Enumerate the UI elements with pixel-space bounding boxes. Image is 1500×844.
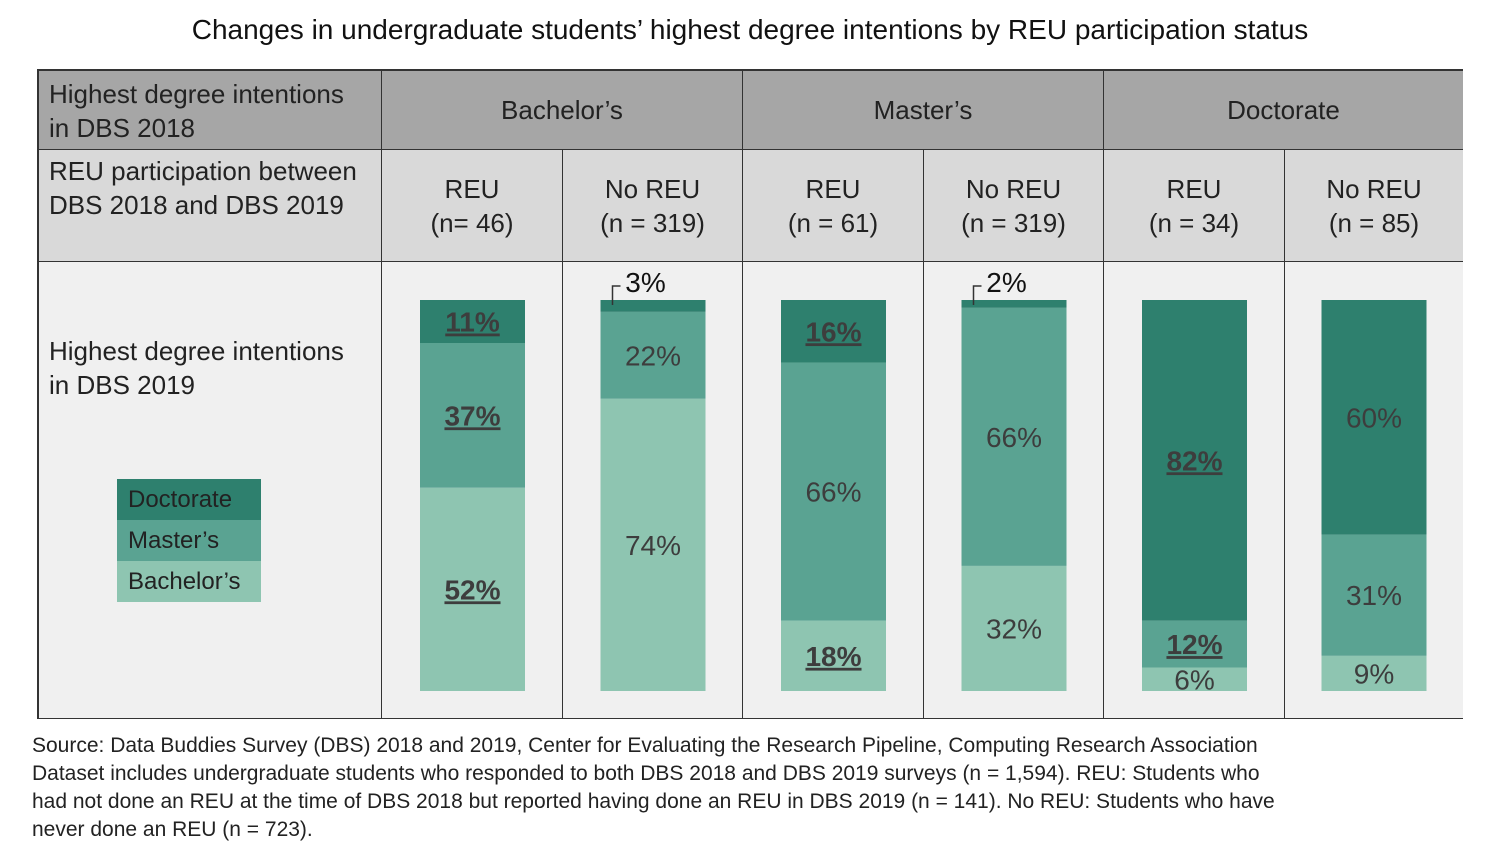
- legend: Doctorate Master’s Bachelor’s: [117, 479, 261, 602]
- data-label: 74%: [625, 530, 681, 561]
- row3-label: Highest degree intentions in DBS 2019 Do…: [39, 262, 382, 719]
- data-label: 9%: [1354, 658, 1394, 689]
- subheader-1: No REU (n = 319): [563, 150, 743, 262]
- data-label: 60%: [1346, 402, 1402, 433]
- data-label: 16%: [805, 316, 861, 347]
- group-header-bachelors: Bachelor’s: [382, 71, 743, 150]
- bar-segment-bachelors: [420, 487, 525, 691]
- data-label: 66%: [805, 477, 861, 508]
- data-label: 66%: [986, 422, 1042, 453]
- data-label: 32%: [986, 613, 1042, 644]
- source-line: had not done an REU at the time of DBS 2…: [32, 790, 1275, 813]
- subheader-2: REU (n = 61): [743, 150, 924, 262]
- subheader-n: (n = 34): [1148, 207, 1240, 238]
- subheader-4: REU (n = 34): [1104, 150, 1285, 262]
- bar-segment-bachelors: [1321, 655, 1427, 691]
- data-label: 37%: [444, 400, 500, 431]
- legend-masters: Master’s: [117, 520, 261, 561]
- data-label: 2%: [986, 267, 1026, 298]
- bar-segment-doctorate: [600, 300, 706, 312]
- group-header-doctorate: Doctorate: [1104, 71, 1463, 150]
- bar-segment-masters: [781, 362, 886, 621]
- source-line: Source: Data Buddies Survey (DBS) 2018 a…: [32, 734, 1258, 757]
- source-line: never done an REU (n = 723).: [32, 818, 313, 841]
- callout-line: [972, 285, 982, 305]
- subheader-label: No REU: [604, 173, 701, 204]
- chart-title: Changes in undergraduate students’ highe…: [191, 14, 1309, 45]
- subheader-0: REU (n= 46): [382, 150, 563, 262]
- bar-segment-bachelors: [961, 565, 1067, 691]
- row3-label-text: Highest degree intentions in DBS 2019: [49, 336, 344, 400]
- subheader-label: REU: [805, 173, 861, 204]
- legend-bachelors: Bachelor’s: [117, 561, 261, 602]
- bar-segment-bachelors: [600, 398, 706, 691]
- data-label: 12%: [1166, 629, 1222, 660]
- bar-segment-bachelors: [1142, 667, 1247, 691]
- group-header-masters: Master’s: [743, 71, 1104, 150]
- data-label: 82%: [1166, 445, 1222, 476]
- subheader-5: No REU (n = 85): [1285, 150, 1463, 262]
- bar-segment-bachelors: [781, 620, 886, 691]
- subheader-n: (n = 85): [1328, 207, 1420, 238]
- subheader-n: (n = 61): [787, 207, 879, 238]
- data-label: 31%: [1346, 580, 1402, 611]
- bar-segment-masters: [961, 307, 1067, 566]
- row2-label: REU participation between DBS 2018 and D…: [39, 150, 382, 262]
- subheader-label: REU: [444, 173, 500, 204]
- data-label: 22%: [625, 340, 681, 371]
- bar-segment-masters: [1321, 534, 1427, 656]
- subheader-label: No REU: [965, 173, 1062, 204]
- subheader-n: (n = 319): [600, 207, 705, 238]
- subheader-3: No REU (n = 319): [924, 150, 1104, 262]
- data-label: 3%: [625, 267, 665, 298]
- subheader-n: (n = 319): [961, 207, 1066, 238]
- callout-line: [611, 285, 621, 305]
- source-note: Source: Data Buddies Survey (DBS) 2018 a…: [32, 732, 1472, 844]
- bar-segment-doctorate: [420, 300, 525, 344]
- bar-segment-doctorate: [961, 300, 1067, 308]
- subheader-label: REU: [1166, 173, 1222, 204]
- bar-segment-masters: [600, 311, 706, 399]
- data-label: 52%: [444, 574, 500, 605]
- subheader-n: (n= 46): [430, 207, 514, 238]
- data-label: 11%: [445, 307, 500, 338]
- row1-label: Highest degree intentions in DBS 2018: [39, 71, 382, 150]
- subheader-label: No REU: [1326, 173, 1422, 204]
- bar-segment-masters: [420, 343, 525, 488]
- data-label: 6%: [1174, 664, 1214, 695]
- source-line: Dataset includes undergraduate students …: [32, 762, 1260, 785]
- bar-segment-doctorate: [1321, 300, 1427, 535]
- bar-segment-doctorate: [781, 300, 886, 363]
- bar-segment-masters: [1142, 620, 1247, 668]
- bar-segment-doctorate: [1142, 300, 1247, 621]
- legend-doctorate: Doctorate: [117, 479, 261, 520]
- data-label: 18%: [805, 641, 861, 672]
